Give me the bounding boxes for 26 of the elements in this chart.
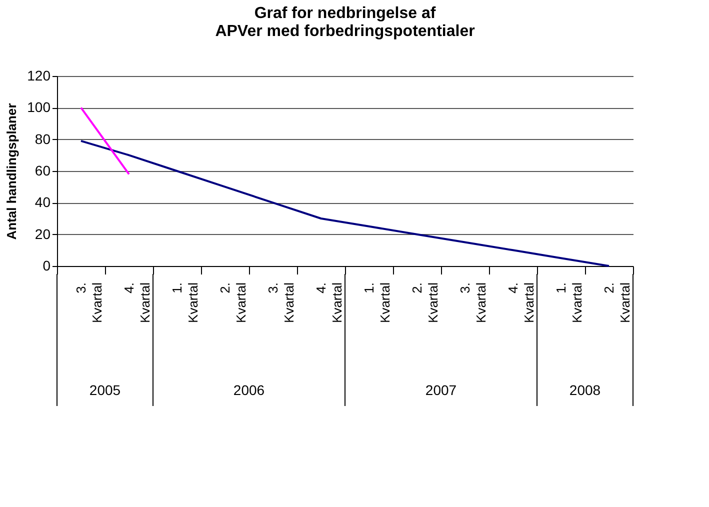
- y-axis-title: Antal handlingsplaner: [4, 103, 20, 240]
- y-tick-label: 0: [42, 258, 51, 274]
- text: 2008: [569, 382, 601, 398]
- x-tick-label: 4. Kvartal: [314, 282, 344, 323]
- x-tick-label: 3. Kvartal: [74, 282, 104, 323]
- chart-title: Graf for nedbringelse af APVer med forbedringspotentialer: [215, 5, 475, 40]
- x-tick-label: 2. Kvartal: [410, 282, 440, 323]
- x-tick-label: 2. Kvartal: [218, 282, 248, 323]
- x-tick-label: 3. Kvartal: [458, 282, 488, 323]
- y-tick-label: 100: [27, 99, 51, 116]
- text: 2005: [89, 382, 121, 398]
- x-tick-label: 3. Kvartal: [266, 282, 296, 323]
- text: 2006: [233, 382, 265, 398]
- y-tick-label: 40: [34, 194, 51, 210]
- x-tick-label: 4. Kvartal: [122, 282, 152, 323]
- x-tick-label: 4. Kvartal: [506, 282, 536, 323]
- line-series: [80, 140, 610, 267]
- y-tick-label: 60: [34, 162, 51, 178]
- x-tick-label: 1. Kvartal: [362, 282, 392, 323]
- y-tick-label: 80: [34, 130, 51, 147]
- text: 2007: [425, 382, 457, 398]
- x-tick-label: 2. Kvartal: [602, 282, 632, 323]
- y-tick-label: 120: [27, 68, 51, 84]
- x-tick-label: 1. Kvartal: [170, 282, 200, 323]
- y-tick-label: 20: [34, 226, 51, 242]
- x-tick-label: 1. Kvartal: [554, 282, 584, 323]
